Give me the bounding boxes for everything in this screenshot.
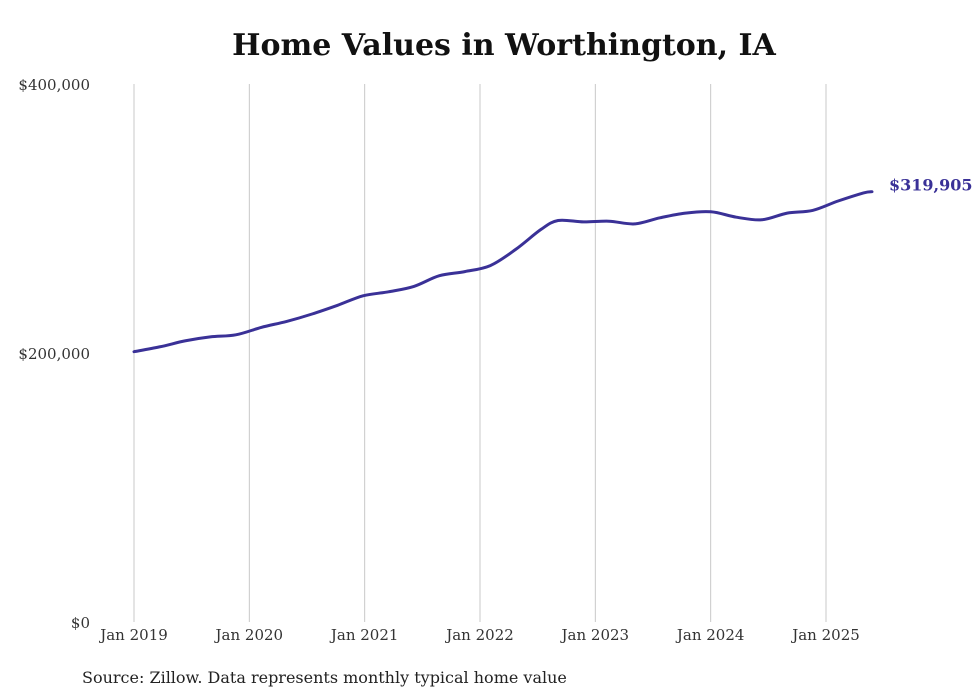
y-tick-label: $400,000	[18, 76, 90, 94]
x-tick-label: Jan 2025	[790, 626, 860, 644]
x-tick-label: Jan 2022	[444, 626, 514, 644]
x-tick-label: Jan 2019	[98, 626, 168, 644]
x-tick-label: Jan 2024	[675, 626, 745, 644]
x-tick-label: Jan 2021	[329, 626, 399, 644]
end-value-label: $319,905	[889, 176, 973, 195]
y-tick-label: $200,000	[18, 345, 90, 363]
x-tick-label: Jan 2023	[560, 626, 630, 644]
x-tick-label: Jan 2020	[214, 626, 284, 644]
chart-title: Home Values in Worthington, IA	[232, 28, 776, 63]
y-tick-label: $0	[71, 614, 90, 632]
series-line	[132, 190, 874, 354]
source-note: Source: Zillow. Data represents monthly …	[82, 668, 567, 687]
